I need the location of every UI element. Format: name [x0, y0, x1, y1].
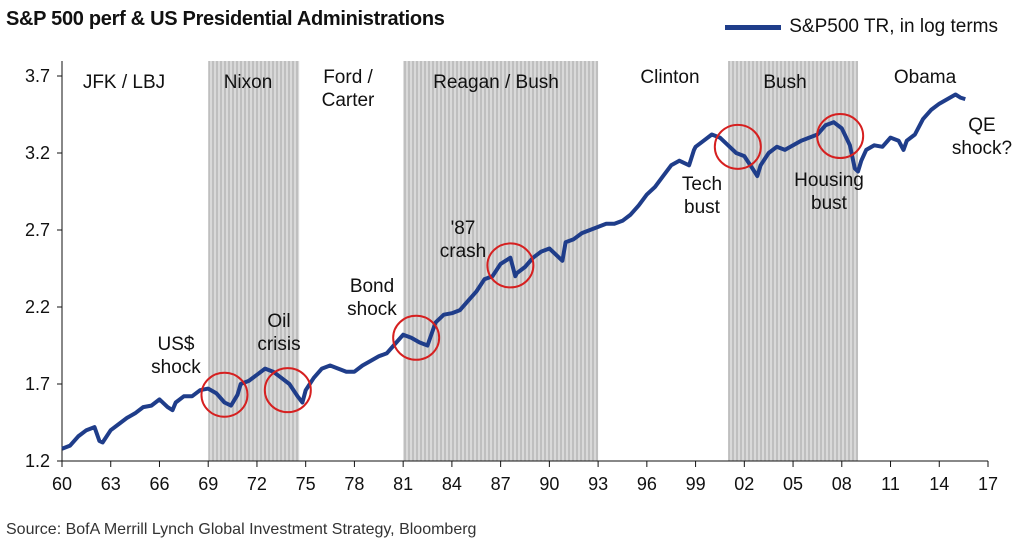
x-tick-label: 81 — [393, 474, 413, 494]
band-label-2: Ford / Carter — [322, 67, 375, 111]
x-tick-label: 66 — [149, 474, 169, 494]
x-tick-label: 17 — [978, 474, 998, 494]
annotation-circle-0 — [200, 371, 249, 418]
annotation-circle-5 — [816, 113, 865, 160]
x-tick-label: 93 — [588, 474, 608, 494]
annotation-circle-3 — [486, 242, 535, 289]
chart-title: S&P 500 perf & US Presidential Administr… — [6, 8, 445, 30]
annotation-label-3: '87 crash — [440, 218, 486, 262]
band-label-6: Obama — [894, 67, 957, 88]
x-tick-label: 69 — [198, 474, 218, 494]
series-line-0 — [61, 92, 966, 451]
x-tick-label: 02 — [734, 474, 754, 494]
x-tick-label: 96 — [637, 474, 657, 494]
y-tick-label: 1.2 — [25, 451, 50, 471]
band-label-3: Reagan / Bush — [433, 72, 559, 93]
band-shade-1 — [208, 61, 300, 461]
band-labels: JFK / LBJ Nixon Ford / Carter Reagan / Bush C… — [83, 67, 957, 111]
x-tick-label: 99 — [686, 474, 706, 494]
x-tick-label: 60 — [52, 474, 72, 494]
axes: 60 63 66 69 72 75 78 81 84 87 90 93 96 99 02 05 08 11 14 17… — [25, 61, 998, 494]
x-tick-label: 11 — [881, 474, 900, 494]
x-tick-label: 87 — [491, 474, 511, 494]
x-tick-label: 14 — [929, 474, 949, 494]
legend-label: S&P500 TR, in log terms — [789, 16, 998, 37]
band-label-1: Nixon — [224, 72, 273, 93]
annotation-circle-1 — [263, 367, 312, 414]
y-tick-label: 2.2 — [25, 297, 50, 317]
band-label-5: Bush — [763, 72, 806, 93]
band-label-4: Clinton — [640, 67, 699, 88]
legend: S&P500 TR, in log terms — [725, 16, 998, 38]
x-tick-label: 72 — [247, 474, 267, 494]
band-shade-5 — [728, 61, 859, 461]
y-tick-label: 3.2 — [25, 143, 50, 163]
annotation-label-1: Oil crisis — [257, 311, 300, 355]
annotation-circle-2 — [392, 314, 441, 361]
annotation-circle-4 — [713, 123, 762, 170]
x-tick-label: 05 — [783, 474, 803, 494]
annotation-label-4: Tech bust — [682, 174, 722, 218]
series-layer — [61, 92, 966, 451]
band-label-0: JFK / LBJ — [83, 72, 165, 93]
x-tick-label: 78 — [344, 474, 364, 494]
annotation-label-0: US$ shock — [151, 334, 201, 378]
y-tick-label: 1.7 — [25, 374, 50, 394]
x-tick-label: 75 — [296, 474, 316, 494]
x-tick-label: 08 — [832, 474, 852, 494]
legend-line-swatch — [725, 24, 782, 30]
x-tick-label: 90 — [539, 474, 559, 494]
annotation-label-2: Bond shock — [347, 276, 397, 320]
source-note: Source: BofA Merrill Lynch Global Invest… — [6, 521, 477, 538]
x-tick-label: 84 — [442, 474, 462, 494]
annotation-label-5: Housing bust — [794, 170, 864, 214]
y-tick-label: 3.7 — [25, 66, 50, 86]
annotations: US$ shock Oil crisis Bond shock '87 crash Tech bu… — [151, 113, 1012, 418]
band-shade-3 — [403, 61, 599, 461]
y-tick-label: 2.7 — [25, 220, 50, 240]
annotation-label-6: QE shock? — [952, 115, 1012, 159]
x-tick-label: 63 — [101, 474, 121, 494]
